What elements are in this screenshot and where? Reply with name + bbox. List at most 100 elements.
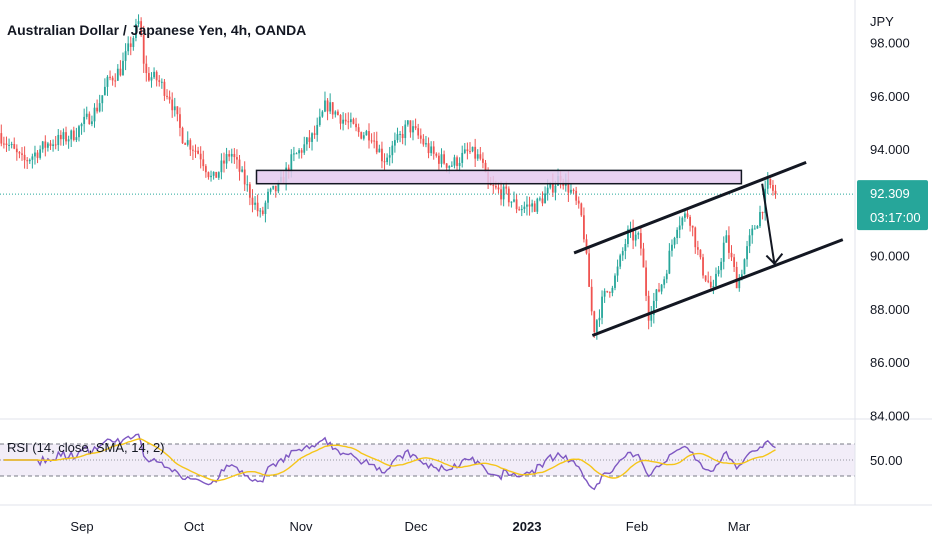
candle-body (720, 261, 723, 271)
candle-body (375, 140, 378, 153)
rsi-indicator-label[interactable]: RSI (14, close, SMA, 14, 2) (7, 440, 165, 455)
candle-body (57, 134, 60, 146)
candle-body (479, 154, 482, 159)
candle-body (150, 77, 153, 81)
candle-body (463, 149, 466, 153)
candle-body (47, 143, 49, 148)
price-tick-label: 86.000 (870, 355, 910, 370)
time-tick-label: Nov (289, 519, 313, 534)
candle-body (316, 124, 319, 135)
candle-body (223, 160, 225, 164)
channel-upper-trendline[interactable] (573, 161, 807, 255)
candle-body (746, 246, 748, 260)
candle-body (624, 244, 627, 251)
price-pane[interactable] (0, 14, 855, 340)
candle-body (256, 202, 259, 212)
candle-body (373, 140, 376, 142)
candle-body (590, 286, 593, 312)
candle-body (93, 107, 96, 122)
candle-body (267, 191, 269, 203)
candle-body (652, 300, 655, 315)
candle-body (21, 153, 23, 155)
candle-body (438, 155, 440, 164)
candle-body (75, 137, 78, 140)
candle-body (414, 126, 417, 129)
currency-label: JPY (870, 14, 894, 29)
time-axis[interactable]: Sep Oct Nov Dec 2023 Feb Mar (70, 519, 750, 534)
channel-lower-trendline[interactable] (591, 238, 844, 337)
candle-body (101, 95, 104, 104)
candle-body (647, 295, 650, 321)
candle-body (541, 198, 544, 204)
candle-body (629, 228, 632, 230)
candle-body (295, 153, 298, 155)
candle-body (660, 284, 663, 292)
candle-body (694, 227, 697, 248)
candle-body (699, 249, 702, 258)
candle-body (476, 154, 479, 159)
rsi-pane[interactable] (0, 433, 855, 491)
candle-body (678, 225, 681, 230)
candle-body (85, 113, 88, 117)
candle-body (248, 184, 251, 198)
candle-body (122, 60, 124, 76)
candle-body (696, 247, 699, 250)
price-axis[interactable]: JPY 98.000 96.000 94.000 90.000 88.000 86.000… (854, 0, 928, 505)
candle-body (127, 43, 130, 52)
candle-body (619, 255, 622, 267)
candle-body (365, 131, 368, 136)
candle-body (217, 172, 220, 178)
candle-body (425, 143, 427, 145)
candle-body (176, 106, 179, 115)
candle-body (168, 96, 171, 100)
candle-body (570, 189, 572, 193)
candle-body (671, 244, 673, 251)
candle-body (65, 132, 67, 142)
candle-body (608, 291, 611, 293)
candle-body (352, 119, 355, 124)
candle-body (510, 201, 513, 203)
candle-body (717, 270, 720, 274)
candle-body (730, 252, 733, 258)
candle-body (432, 146, 435, 154)
candle-body (272, 185, 275, 189)
candle-body (116, 68, 119, 81)
candle-body (342, 119, 344, 124)
projection-arrow[interactable] (761, 183, 784, 266)
candle-body (419, 135, 422, 139)
candle-body (264, 202, 267, 215)
candle-body (435, 153, 438, 156)
candle-body (202, 159, 205, 167)
resistance-zone[interactable] (255, 169, 743, 185)
candle-body (171, 99, 174, 111)
candle-body (461, 152, 464, 163)
candle-body (580, 203, 583, 216)
candle-body (399, 133, 401, 135)
arrow-head (765, 252, 784, 266)
candle-body (41, 141, 44, 150)
candle-body (204, 166, 207, 173)
time-tick-label: 2023 (513, 519, 542, 534)
candle-body (406, 120, 409, 125)
time-tick-label: Feb (626, 519, 648, 534)
candle-body (199, 153, 202, 160)
candle-body (349, 119, 352, 123)
candle-body (39, 149, 42, 158)
candle-body (88, 113, 91, 125)
candle-body (738, 278, 741, 289)
candle-body (658, 289, 660, 292)
candle-body (114, 80, 117, 82)
candle-body (163, 81, 166, 96)
candle-body (259, 210, 262, 212)
candle-body (616, 266, 619, 276)
candle-body (153, 71, 155, 78)
candle-body (91, 121, 93, 125)
candle-body (220, 160, 223, 173)
candle-body (603, 290, 606, 297)
last-price-value: 92.309 (870, 186, 910, 201)
candle-body (702, 257, 704, 276)
candle-body (98, 103, 101, 112)
candle-body (401, 133, 404, 139)
candle-body (28, 159, 31, 162)
